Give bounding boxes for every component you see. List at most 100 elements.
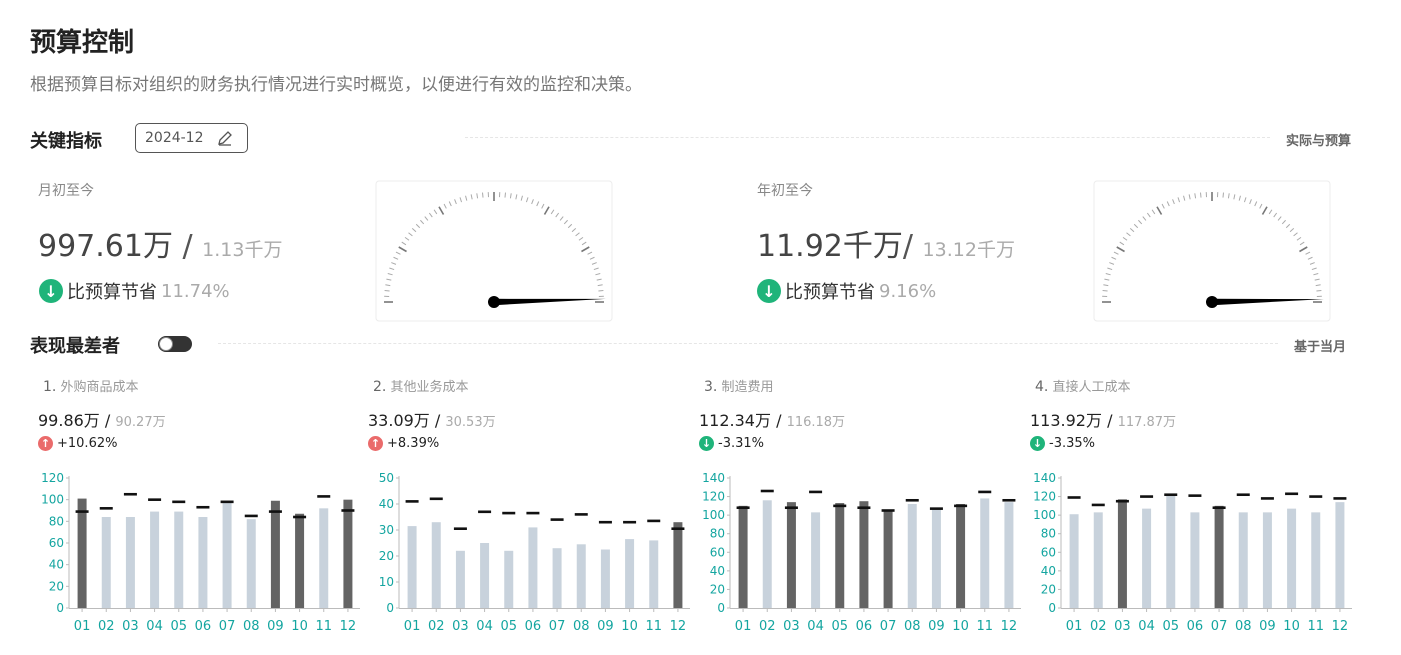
bar-10[interactable] xyxy=(295,513,305,608)
bar-04[interactable] xyxy=(480,543,490,608)
gauge-tick xyxy=(1293,232,1298,237)
bar-03[interactable] xyxy=(1117,499,1127,608)
budget-marker-12 xyxy=(1333,497,1347,500)
bar-05[interactable] xyxy=(835,503,845,608)
budget-marker-06 xyxy=(526,511,540,515)
budget-marker-12 xyxy=(671,527,685,530)
mtd-separator: / xyxy=(172,229,203,264)
budget-marker-08 xyxy=(574,513,588,516)
bar-12[interactable] xyxy=(1004,502,1014,608)
bar-11[interactable] xyxy=(1311,512,1321,608)
worst-toggle-switch[interactable] xyxy=(158,336,192,352)
x-tick-label: 07 xyxy=(549,619,566,634)
arrow-up-icon: ↑ xyxy=(38,436,53,451)
bar-06[interactable] xyxy=(859,501,869,608)
ytd-separator: / xyxy=(902,229,923,264)
gauge-tick xyxy=(1233,194,1236,200)
bar-09[interactable] xyxy=(931,509,941,608)
bar-03[interactable] xyxy=(455,550,465,608)
bar-03[interactable] xyxy=(125,517,135,608)
bar-05[interactable] xyxy=(1166,495,1176,608)
gauge-tick xyxy=(1102,290,1108,292)
budget-marker-06 xyxy=(857,506,871,510)
gauge-tick xyxy=(1177,197,1181,203)
date-picker[interactable]: 2024-12 xyxy=(135,123,248,153)
bar-07[interactable] xyxy=(222,502,232,608)
bar-01[interactable] xyxy=(407,526,417,608)
bar-12[interactable] xyxy=(673,522,683,608)
panel-budget: 90.27万 xyxy=(115,415,166,430)
gauge-tick xyxy=(515,194,518,200)
budget-marker-03 xyxy=(784,506,798,510)
bar-08[interactable] xyxy=(1238,512,1248,608)
gauge-pivot xyxy=(488,296,500,308)
divider xyxy=(218,343,1278,344)
bar-02[interactable] xyxy=(101,517,111,608)
gauge-tick xyxy=(459,197,463,203)
x-tick-label: 03 xyxy=(452,619,469,634)
bar-11[interactable] xyxy=(649,540,659,608)
panel-delta-pct: +10.62% xyxy=(57,436,118,451)
date-value: 2024-12 xyxy=(145,130,204,146)
bar-10[interactable] xyxy=(956,504,966,608)
x-tick-label: 09 xyxy=(597,619,614,634)
bar-02[interactable] xyxy=(1093,512,1103,608)
panel-value: 99.86万 / 90.27万 xyxy=(38,411,166,430)
bar-06[interactable] xyxy=(528,527,538,608)
bar-07[interactable] xyxy=(1214,505,1224,608)
bar-11[interactable] xyxy=(319,508,329,608)
bar-08[interactable] xyxy=(907,504,917,608)
bar-02[interactable] xyxy=(762,500,772,608)
bar-04[interactable] xyxy=(150,511,160,608)
gauge-tick xyxy=(1107,267,1113,271)
x-tick-label: 03 xyxy=(1114,619,1131,634)
bar-05[interactable] xyxy=(504,550,514,608)
bar-07[interactable] xyxy=(883,509,893,608)
bar-08[interactable] xyxy=(246,519,256,608)
bar-06[interactable] xyxy=(198,517,208,608)
bar-02[interactable] xyxy=(431,522,441,608)
x-tick-label: 12 xyxy=(340,619,357,634)
x-tick-label: 04 xyxy=(807,619,824,634)
bar-09[interactable] xyxy=(1262,512,1272,608)
y-tick-label: 0 xyxy=(56,601,64,615)
gauge-tick xyxy=(550,209,555,215)
x-tick-label: 11 xyxy=(315,619,332,634)
bar-01[interactable] xyxy=(1069,514,1079,608)
bar-09[interactable] xyxy=(600,549,610,609)
bar-07[interactable] xyxy=(552,548,562,608)
gauge-tick xyxy=(1249,199,1252,205)
bar-12[interactable] xyxy=(343,499,353,608)
bar-08[interactable] xyxy=(576,544,586,608)
bar-05[interactable] xyxy=(174,511,184,608)
budget-marker-03 xyxy=(453,527,467,530)
bar-10[interactable] xyxy=(1287,508,1297,608)
x-tick-label: 05 xyxy=(831,619,848,634)
divider xyxy=(465,137,1270,138)
gauge-tick xyxy=(1311,267,1317,271)
budget-marker-01 xyxy=(736,506,750,510)
bar-12[interactable] xyxy=(1335,502,1345,608)
x-tick-label: 01 xyxy=(404,619,421,634)
y-tick-label: 40 xyxy=(710,564,725,578)
bar-01[interactable] xyxy=(738,505,748,608)
gauge-frame xyxy=(1093,180,1331,322)
bar-10[interactable] xyxy=(625,539,635,608)
bar-11[interactable] xyxy=(980,498,990,608)
x-tick-label: 07 xyxy=(880,619,897,634)
gauge-tick xyxy=(1238,195,1241,201)
bar-09[interactable] xyxy=(270,500,280,608)
panel-budget: 116.18万 xyxy=(786,415,846,430)
bar-01[interactable] xyxy=(77,498,87,608)
gauge-tick xyxy=(1281,219,1286,225)
page-description: 根据预算目标对组织的财务执行情况进行实时概览，以便进行有效的监控和决策。 xyxy=(30,75,642,95)
ytd-delta-label: 比预算节省 xyxy=(785,282,875,303)
edit-icon[interactable] xyxy=(216,129,234,147)
bar-04[interactable] xyxy=(811,512,821,608)
panel-delta: ↓ -3.35% xyxy=(1030,436,1095,451)
gauge-tick xyxy=(384,290,390,292)
panel-delta: ↑ +8.39% xyxy=(368,436,439,451)
bar-06[interactable] xyxy=(1190,512,1200,608)
bar-04[interactable] xyxy=(1142,508,1152,608)
bar-03[interactable] xyxy=(786,502,796,608)
